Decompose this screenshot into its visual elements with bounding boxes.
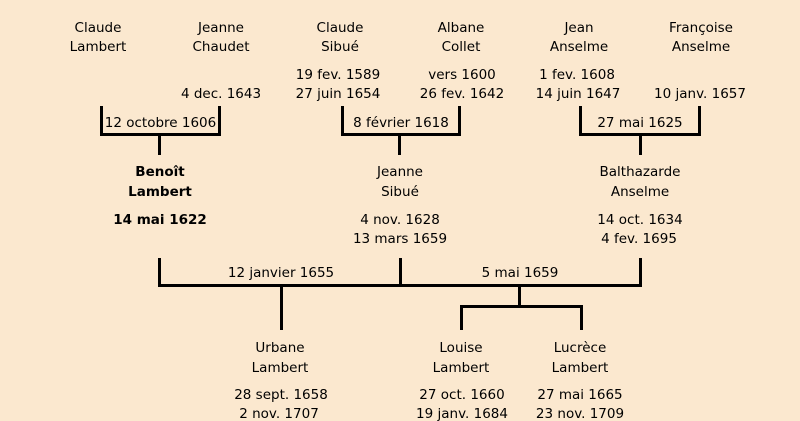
first-name: Jeanne	[377, 164, 423, 180]
connector-drop-to-urbane	[280, 287, 283, 330]
marriage-bracket-lambert-chaudet: 12 octobre 1606	[100, 106, 221, 136]
last-name: Anselme	[549, 39, 609, 55]
first-name: Françoise	[669, 20, 733, 36]
death-date: 2 nov. 1707	[239, 406, 319, 421]
first-name: Albane	[437, 20, 485, 36]
last-name: Lambert	[432, 360, 490, 376]
death-date: 4 fev. 1695	[601, 231, 677, 247]
death-date: 13 mars 1659	[352, 231, 448, 247]
first-name: Jean	[564, 20, 594, 36]
birth-date: 1 fev. 1608	[539, 67, 615, 83]
death-date: 23 nov. 1709	[535, 406, 625, 421]
last-name: Sibué	[381, 184, 419, 200]
marriage-date-label: 12 octobre 1606	[104, 115, 217, 131]
birth-date: 28 sept. 1658	[234, 387, 328, 403]
last-name: Chaudet	[192, 39, 250, 55]
tick-balthazarde	[639, 258, 642, 284]
death-date: 26 fev. 1642	[419, 86, 505, 102]
death-date: 14 juin 1647	[535, 86, 621, 102]
connector-fork-stem	[518, 287, 521, 308]
last-name: Lambert	[128, 184, 192, 200]
birth-date: 27 mai 1665	[537, 387, 623, 403]
first-name: Balthazarde	[599, 164, 681, 180]
connector-drop-to-louise	[460, 305, 463, 330]
first-name: Jeanne	[198, 20, 244, 36]
death-date: 10 janv. 1657	[654, 86, 746, 102]
birth-date: 27 oct. 1660	[419, 387, 505, 403]
last-name: Lambert	[551, 360, 609, 376]
marriage-date-label: 5 mai 1659	[481, 265, 559, 281]
first-name: Benoît	[135, 164, 185, 180]
birth-date: 4 nov. 1628	[360, 212, 440, 228]
gen2-marriage-bar	[158, 284, 642, 287]
death-date: 19 janv. 1684	[416, 406, 508, 421]
first-name: Lucrèce	[553, 340, 607, 356]
last-name: Sibué	[321, 39, 359, 55]
first-name: Urbane	[255, 340, 305, 356]
death-date: 27 juin 1654	[295, 86, 381, 102]
marriage-date-label: 27 mai 1625	[597, 115, 683, 131]
last-name: Anselme	[671, 39, 731, 55]
connector-drop-to-jeanne	[398, 136, 401, 155]
marriage-bracket-sibue-collet: 8 février 1618	[341, 106, 461, 136]
first-name: Claude	[74, 20, 122, 36]
tick-jeanne	[399, 258, 402, 284]
last-name: Anselme	[610, 184, 670, 200]
birth-date: vers 1600	[428, 67, 496, 83]
marriage-bracket-anselme-anselme: 27 mai 1625	[579, 106, 701, 136]
connector-fork-bar	[460, 305, 583, 308]
tick-benoit	[158, 258, 161, 284]
last-name: Lambert	[251, 360, 309, 376]
connector-drop-to-lucrece	[580, 305, 583, 330]
last-name: Collet	[441, 39, 481, 55]
first-name: Louise	[439, 340, 483, 356]
marriage-date-label: 12 janvier 1655	[227, 265, 335, 281]
birth-date: 19 fev. 1589	[295, 67, 381, 83]
marriage-date-label: 8 février 1618	[353, 115, 449, 131]
birth-date: 14 oct. 1634	[597, 212, 683, 228]
birth-date: 14 mai 1622	[113, 212, 207, 228]
death-date: 4 dec. 1643	[180, 86, 262, 102]
last-name: Lambert	[69, 39, 127, 55]
first-name: Claude	[316, 20, 364, 36]
connector-drop-to-balthazarde	[639, 136, 642, 155]
connector-drop-to-benoit	[158, 136, 161, 155]
